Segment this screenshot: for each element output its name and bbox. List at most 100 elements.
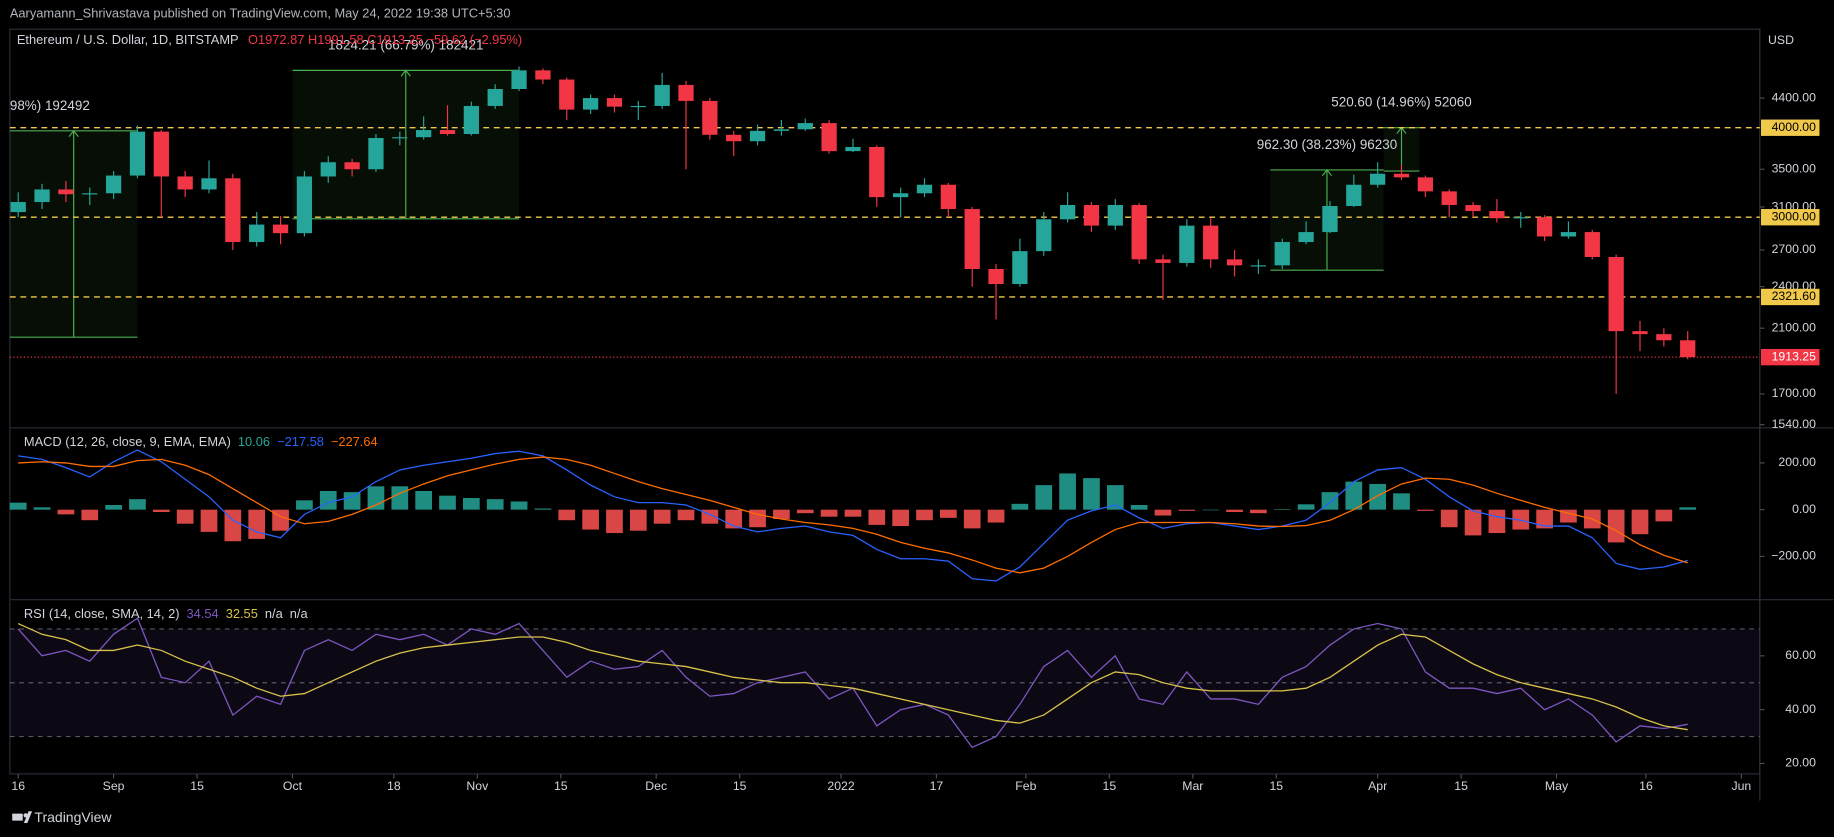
candle-body [1274,242,1290,266]
macd-histogram-bar [1273,509,1291,510]
candle-body [845,146,861,152]
macd-line [18,456,1688,574]
y-tick-label: 60.00 [1785,648,1816,662]
macd-histogram-bar [486,499,504,510]
macd-histogram-bar [1297,504,1315,510]
candle-body [1298,232,1314,243]
candle-body [606,98,623,107]
candle-body [177,176,193,190]
x-tick-label: 16 [11,779,25,793]
legend-item: 32.55 [226,606,258,621]
x-tick-label: Feb [1015,779,1036,793]
candle-body [654,84,670,106]
macd-histogram-bar [296,500,313,510]
y-tick-label: 0.00 [1792,502,1816,516]
candle-body [1608,256,1624,332]
x-tick-label: Dec [645,779,667,793]
x-tick-label: 17 [930,779,944,793]
macd-histogram-bar [963,509,981,529]
candle-body [702,100,718,135]
macd-histogram-bar [558,509,576,521]
candle-body [392,137,408,139]
x-tick-label: 15 [1269,779,1283,793]
candle-body [463,105,479,135]
candle-body [1131,205,1147,260]
y-tick-label: 20.00 [1785,756,1816,770]
candle-body [1155,259,1171,263]
macd-histogram-bar [439,495,456,510]
y-tick-label: 40.00 [1785,702,1816,716]
symbol-legend: Ethereum / U.S. Dollar, 1D, BITSTAMP O197… [17,32,522,47]
candle-body [916,184,933,194]
macd-histogram-bar [1250,509,1267,514]
candle-body [416,130,432,138]
x-tick-label: Sep [103,779,125,793]
macd-histogram-bar [224,509,242,542]
candle-body [1465,205,1481,212]
candle-body [893,193,909,198]
x-tick-label: 15 [190,779,204,793]
macd-histogram-bar [81,509,99,521]
candle-body [1656,334,1672,341]
macd-histogram-bar [200,509,218,532]
macd-histogram-bar [606,509,623,534]
macd-histogram-bar [33,507,51,510]
macd-histogram-bar [653,509,671,524]
candle-body [1489,211,1505,219]
measure-label: 520.60 (14.96%) 52060 [1331,95,1471,110]
macd-histogram-bar [510,501,528,510]
candle-body [535,70,551,80]
candle-body [630,105,646,108]
footer-logo [12,811,33,823]
macd-histogram-bar [844,509,862,517]
level-tag [1761,209,1820,226]
candle-body [749,130,766,142]
plot-frame [9,28,1761,775]
panel-legend: MACD (12, 26, close, 9, EMA, EMA) 10.06 −2… [24,434,378,449]
macd-histogram-bar [987,509,1005,523]
macd-histogram-bar [892,509,910,527]
macd-histogram-bar [820,509,838,517]
candle-body [1107,205,1123,226]
macd-histogram-bar [463,497,480,510]
macd-histogram-bar [1464,509,1482,536]
candle-body [1584,232,1600,257]
candle-body [296,176,313,234]
macd-histogram-bar [1035,485,1053,510]
candle-body [225,178,241,243]
macd-histogram-bar [1059,473,1076,510]
macd-histogram-bar [248,509,266,539]
macd-histogram-bar [916,509,933,521]
macd-histogram-bar [152,509,170,513]
candle-body [1513,217,1529,219]
candle-body [487,89,503,106]
x-tick-label: Jun [1731,779,1751,793]
candle-body [10,202,26,213]
macd-histogram-bar [1440,509,1458,528]
legend-item: MACD (12, 26, close, 9, EMA, EMA) [24,434,231,449]
macd-histogram-bar [773,509,790,520]
legend-item: 10.06 [238,434,270,449]
y-tick-label: 1540.00 [1772,417,1817,431]
candle-body [1346,184,1362,207]
x-tick-label: 15 [733,779,747,793]
macd-histogram-bar [1369,483,1386,510]
y-tick-label: 3500.00 [1772,161,1817,175]
macd-histogram-bar [749,509,766,528]
candle-body [940,184,956,210]
ohlc-values: O1972.87 H1991.58 C1913.25 −59.62 (−2.95… [248,32,522,47]
candle-body [1417,177,1433,192]
macd-histogram-bar [1178,509,1196,511]
x-tick-label: 15 [554,779,568,793]
candle-body [1036,219,1052,252]
macd-histogram-bar [343,492,361,510]
level-tag [1761,288,1820,306]
level-label: 4000.00 [1772,120,1817,134]
macd-histogram-bar [677,509,695,521]
measure-arrow-head [400,69,411,77]
y-tick-label: 2100.00 [1772,320,1817,334]
x-tick-label: Mar [1182,779,1203,793]
measure-arrow-head [1321,169,1333,177]
level-label: 3000.00 [1772,209,1817,223]
